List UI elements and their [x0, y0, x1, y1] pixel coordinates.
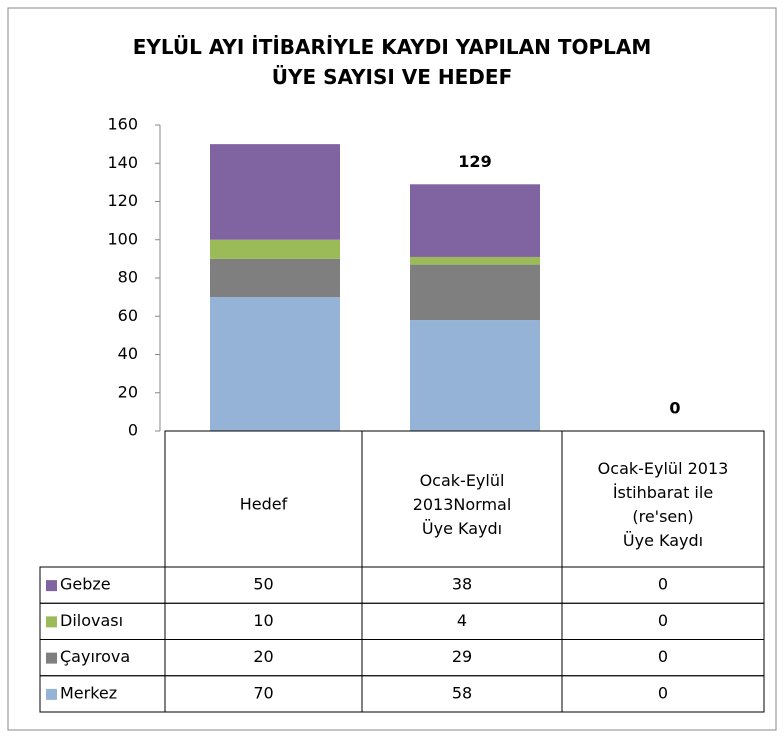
- table-value: 58: [452, 683, 472, 702]
- bar-segment: [410, 320, 540, 431]
- table-value: 38: [452, 575, 472, 594]
- total-label: 129: [458, 152, 491, 171]
- table-value: 0: [658, 611, 668, 630]
- legend-label: Merkez: [60, 683, 117, 702]
- table-value: 70: [253, 683, 273, 702]
- table-value: 4: [457, 611, 467, 630]
- bar-segment: [210, 297, 340, 431]
- legend-label: Dilovası: [60, 611, 123, 630]
- y-tick-label: 160: [107, 115, 138, 134]
- legend-label: Gebze: [60, 575, 111, 594]
- bar-segment: [410, 184, 540, 257]
- y-tick-label: 40: [118, 344, 138, 363]
- bar-segment: [210, 239, 340, 259]
- table-value: 0: [658, 575, 668, 594]
- legend-swatch: [46, 616, 57, 628]
- table-value: 20: [253, 647, 273, 666]
- table-cell: [561, 675, 765, 713]
- chart-title: EYLÜL AYI İTİBARİYLE KAYDI YAPILAN TOPLA…: [133, 35, 652, 89]
- table-value: 10: [253, 611, 273, 630]
- bar-segment: [210, 144, 340, 240]
- total-label: 0: [669, 399, 680, 418]
- category-label: Ocak-Eylül 2013 İstihbarat ile (re'sen) Üye…: [598, 459, 729, 550]
- chart-border: [7, 7, 777, 731]
- category-label: Hedef: [240, 495, 288, 514]
- table-value: 0: [658, 683, 668, 702]
- legend-swatch: [46, 580, 57, 592]
- legend-swatch: [46, 688, 57, 700]
- bar-segment: [210, 258, 340, 298]
- y-tick-label: 140: [107, 153, 138, 172]
- table-value: 0: [658, 647, 668, 666]
- y-tick-label: 80: [118, 268, 138, 287]
- y-tick-label: 0: [128, 421, 138, 440]
- category-label: Ocak-Eylül 2013Normal Üye Kaydı: [413, 471, 512, 538]
- y-tick-label: 60: [118, 306, 138, 325]
- bar-segment: [410, 264, 540, 321]
- legend-label: Çayırova: [60, 647, 130, 666]
- y-tick-label: 100: [107, 229, 138, 248]
- y-tick-label: 20: [118, 382, 138, 401]
- legend-swatch: [46, 652, 57, 664]
- bar-segment: [410, 256, 540, 265]
- table-value: 29: [452, 647, 472, 666]
- table-value: 50: [253, 575, 273, 594]
- y-tick-label: 120: [107, 191, 138, 210]
